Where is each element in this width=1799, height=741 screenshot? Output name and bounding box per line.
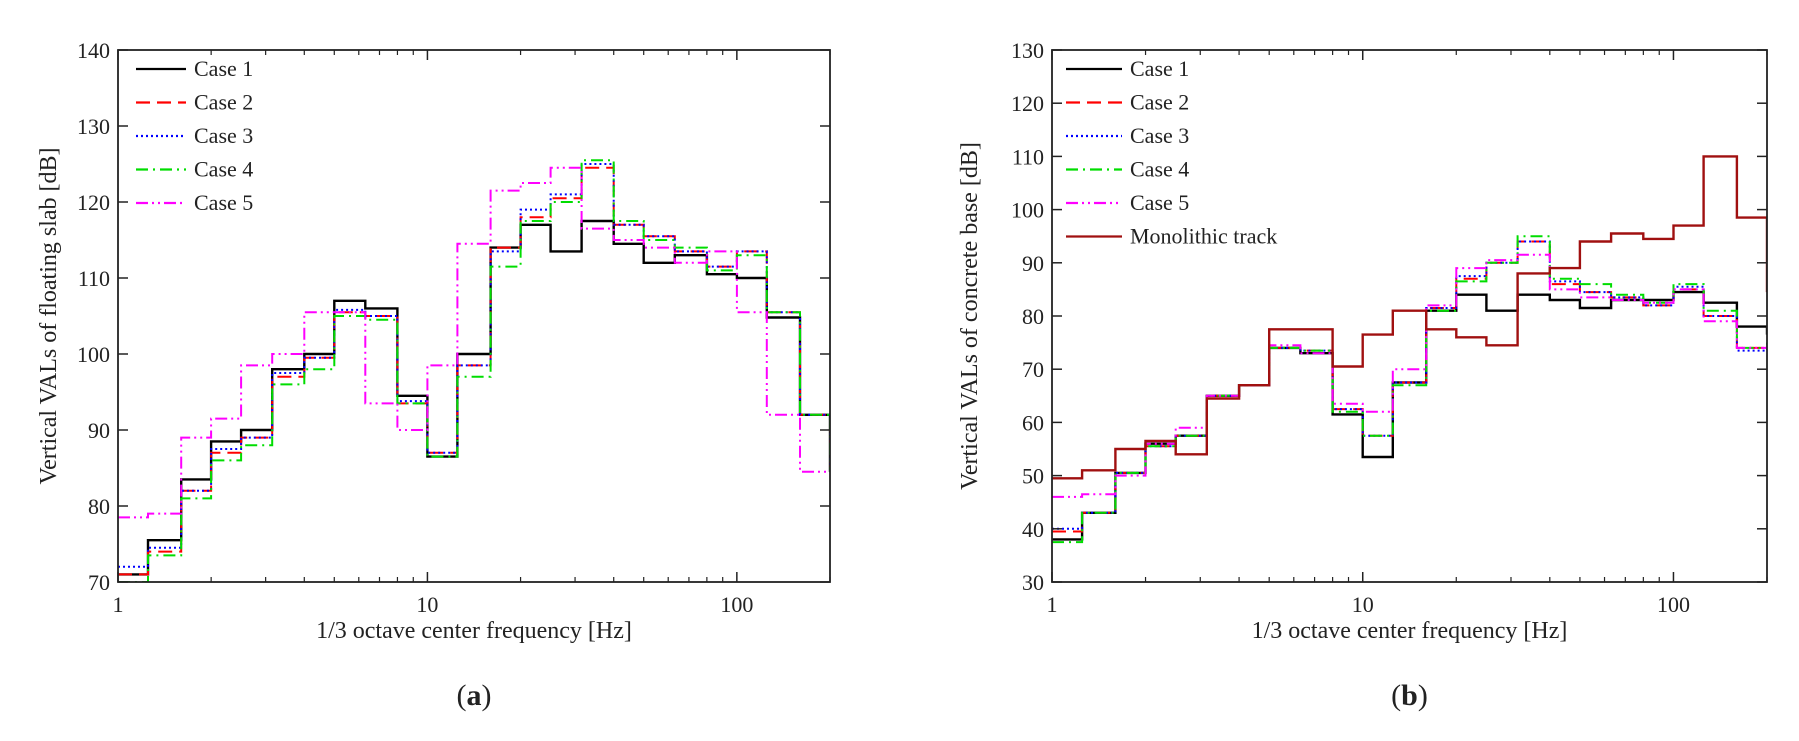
x-tick-label: 100 <box>1657 592 1690 617</box>
legend-label: Case 2 <box>1130 90 1189 115</box>
y-tick-label: 70 <box>1022 357 1044 382</box>
legend: Case 1 Case 2 Case 3 Case 4 Case 5 Monolithic… <box>1066 56 1277 249</box>
y-tick-label: 90 <box>1022 251 1044 276</box>
y-tick-label: 100 <box>1011 198 1044 223</box>
x-axis-label: 1/3 octave center frequency [Hz] <box>1252 618 1568 644</box>
y-tick-label: 100 <box>77 342 110 367</box>
series-line-case-3 <box>118 163 830 568</box>
caption-close-paren: ) <box>482 679 492 712</box>
y-axis-label: Vertical VALs of concrete base [dB] <box>957 142 983 490</box>
caption-letter: b <box>1401 679 1418 712</box>
x-tick-label: 100 <box>720 592 753 617</box>
y-tick-label: 70 <box>88 570 110 595</box>
legend-label: Case 5 <box>194 190 253 215</box>
series-line-case-2 <box>118 166 830 576</box>
y-tick-label: 40 <box>1022 517 1044 542</box>
legend-label: Case 3 <box>1130 123 1189 148</box>
y-tick-label: 120 <box>1011 91 1044 116</box>
y-tick-label: 110 <box>78 266 110 291</box>
chart-panel-b: 30 40 50 60 70 80 90 100 110 120 130 1 10 100 1/3 octa… <box>900 0 1799 741</box>
x-axis-label: 1/3 octave center frequency [Hz] <box>316 618 632 644</box>
series-line-monolithic-track <box>1052 155 1767 480</box>
y-tick-label: 140 <box>77 38 110 63</box>
y-tick-label: 130 <box>1011 38 1044 63</box>
legend-label: Case 4 <box>194 157 253 182</box>
legend: Case 1 Case 2 Case 3 Case 4 Case 5 <box>136 56 253 215</box>
y-tick-label: 80 <box>88 494 110 519</box>
panel-caption: (b) <box>1391 679 1428 712</box>
legend-label: Case 1 <box>194 56 253 81</box>
y-tick-label: 60 <box>1022 410 1044 435</box>
y-axis-label: Vertical VALs of floating slab [dB] <box>36 147 62 484</box>
x-tick-label: 10 <box>416 592 438 617</box>
x-tick-label: 1 <box>113 592 124 617</box>
series-line-case-2 <box>1052 240 1767 533</box>
series-line-case-3 <box>1052 240 1767 530</box>
legend-label: Case 4 <box>1130 157 1189 182</box>
series-group <box>118 159 830 582</box>
chart-panel-a: 70 80 90 100 110 120 130 140 1 10 100 1/3 octave ce… <box>36 38 831 712</box>
legend-label: Case 5 <box>1130 190 1189 215</box>
x-tick-label: 10 <box>1352 592 1374 617</box>
y-tick-label: 50 <box>1022 464 1044 489</box>
legend-label: Case 1 <box>1130 56 1189 81</box>
y-tick-label: 120 <box>77 190 110 215</box>
caption-letter: a <box>467 679 482 712</box>
caption-open-paren: ( <box>457 679 467 712</box>
caption-open-paren: ( <box>1391 679 1401 712</box>
series-line-case-1 <box>1052 290 1767 541</box>
legend-label: Monolithic track <box>1130 224 1277 249</box>
caption-close-paren: ) <box>1418 679 1428 712</box>
y-tick-label: 90 <box>88 418 110 443</box>
plot-frame <box>117 49 831 583</box>
series-line-case-1 <box>118 219 830 576</box>
y-tick-label: 80 <box>1022 304 1044 329</box>
y-tick-label: 130 <box>77 114 110 139</box>
series-line-case-4 <box>118 159 830 582</box>
legend-label: Case 3 <box>194 123 253 148</box>
series-line-case-4 <box>1052 235 1767 544</box>
y-tick-label: 110 <box>1012 144 1044 169</box>
series-line-case-5 <box>118 166 830 519</box>
y-tick-label: 30 <box>1022 570 1044 595</box>
series-line-case-5 <box>1052 253 1767 498</box>
series-group <box>1052 155 1767 544</box>
panel-caption: (a) <box>457 679 492 712</box>
legend-label: Case 2 <box>194 90 253 115</box>
x-tick-label: 1 <box>1047 592 1058 617</box>
